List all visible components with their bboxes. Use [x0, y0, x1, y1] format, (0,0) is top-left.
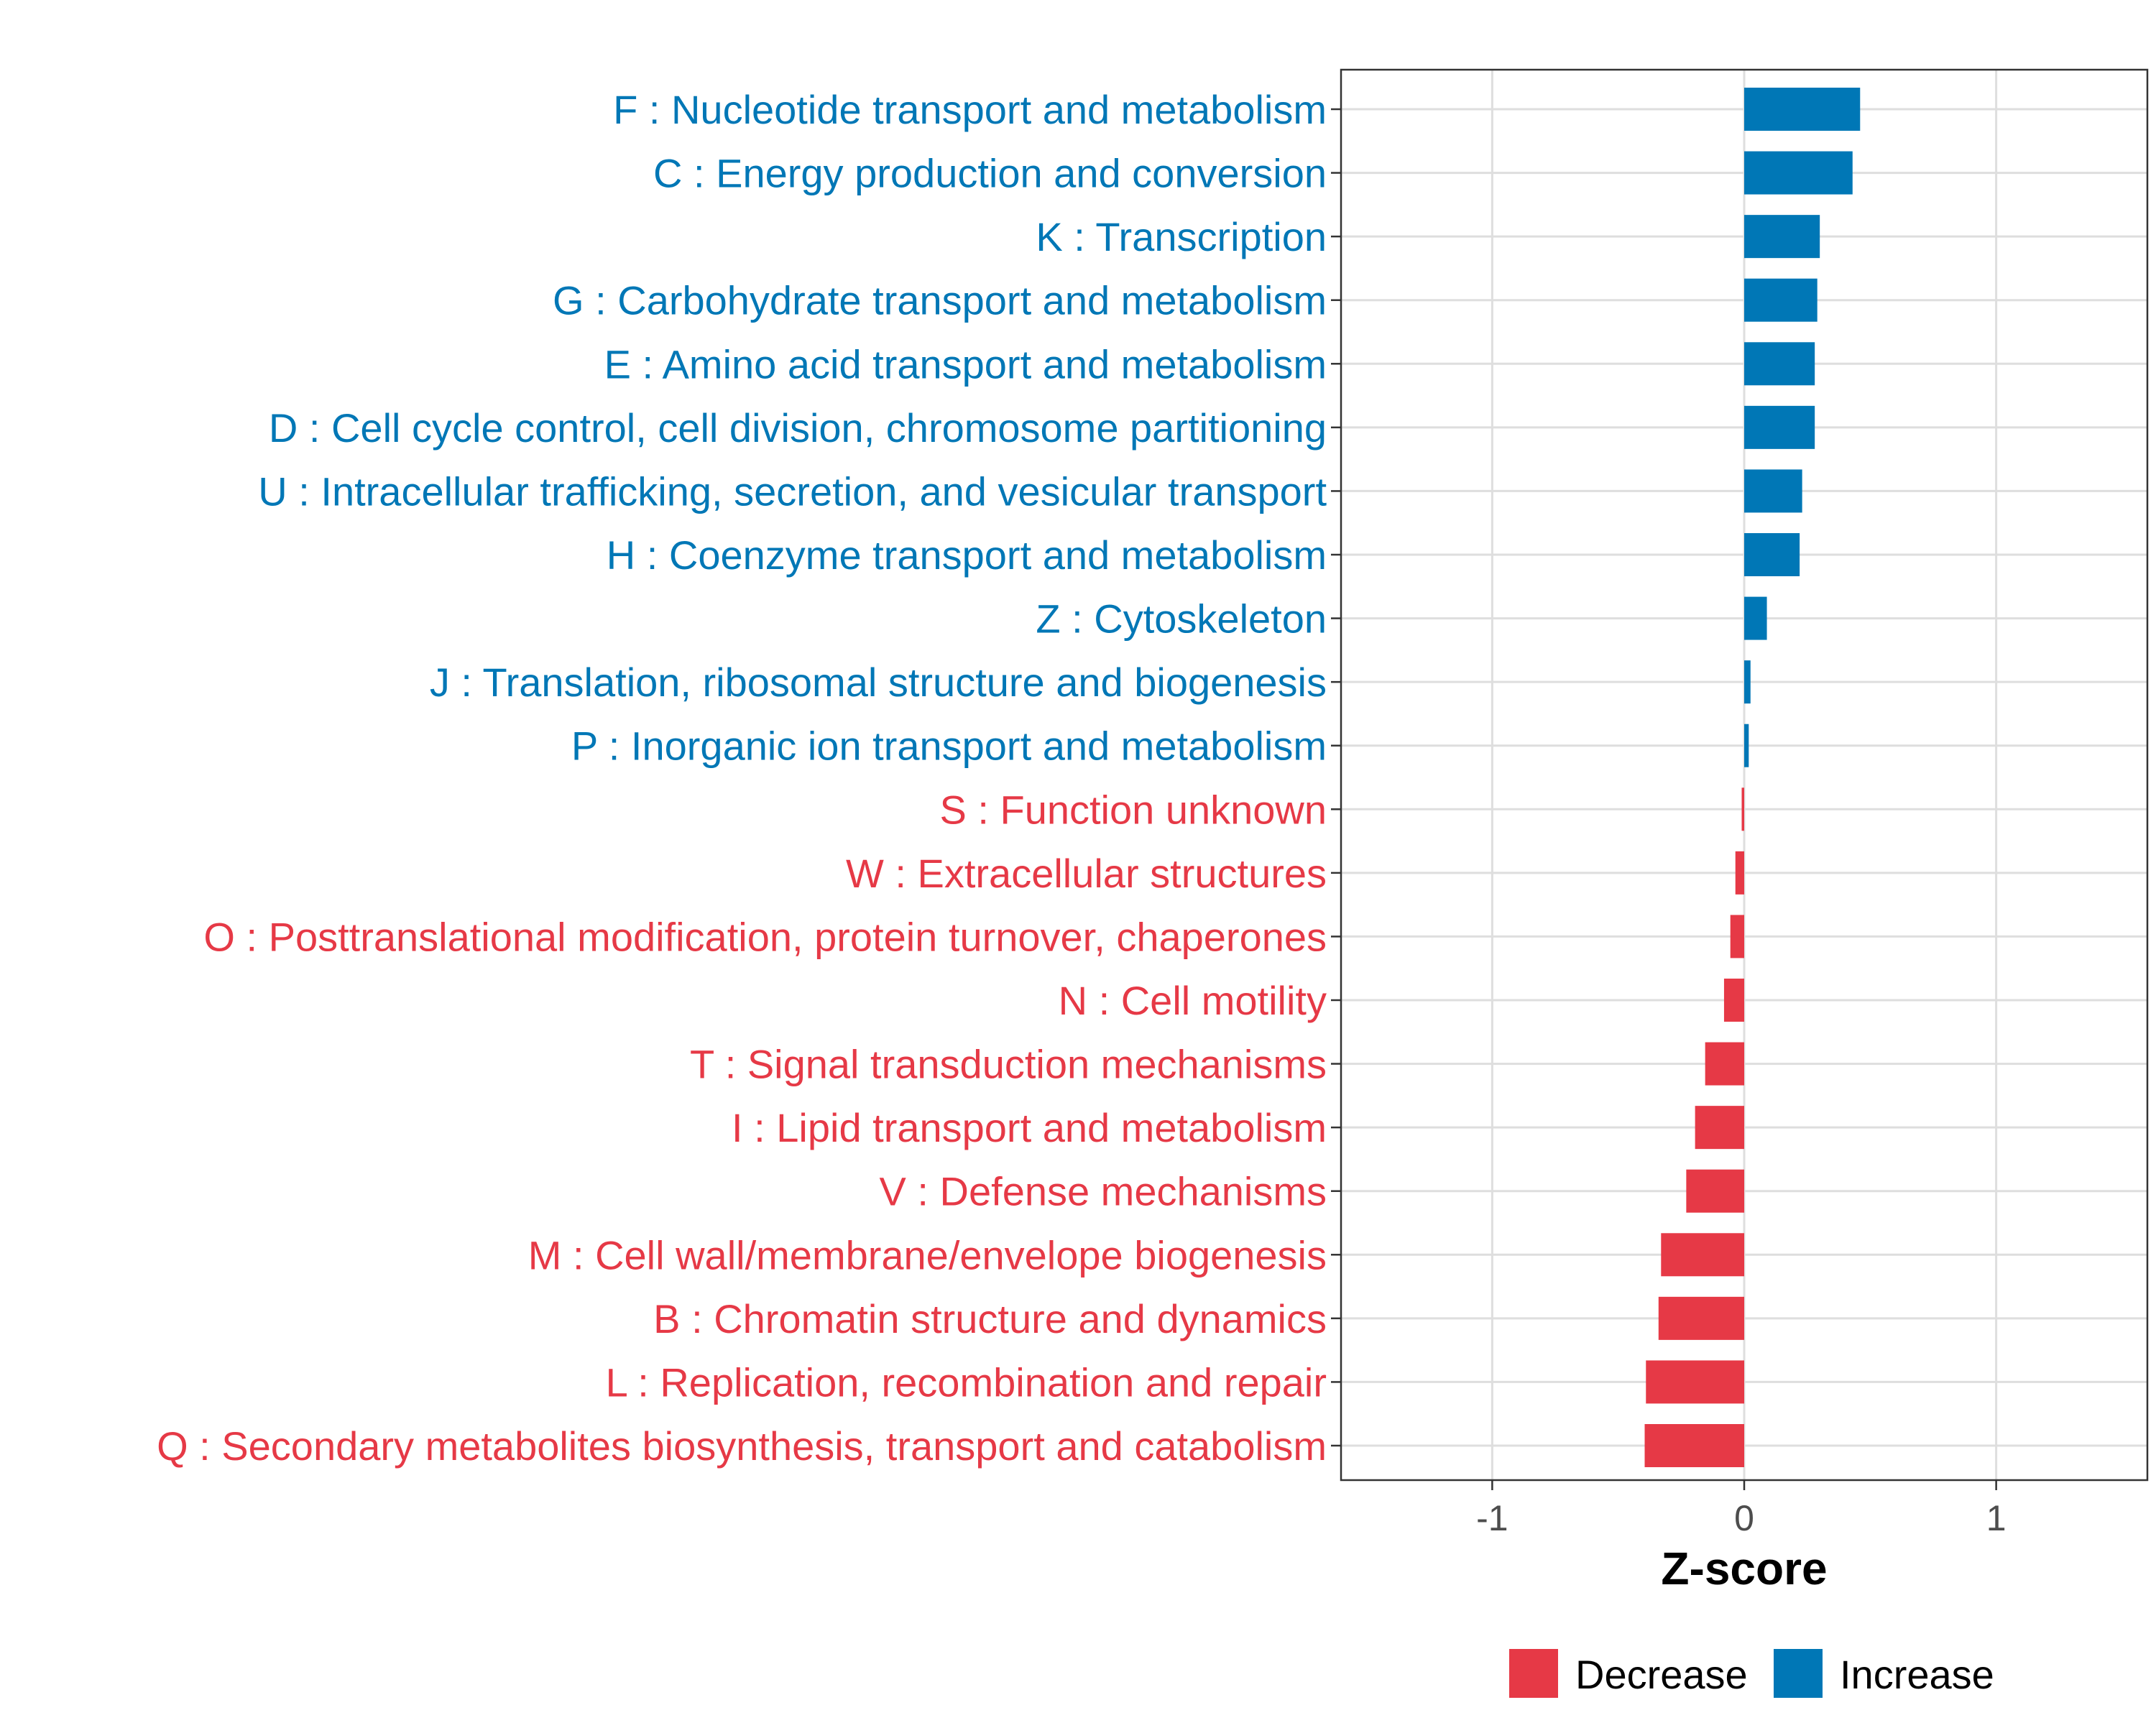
bar-13: [1730, 915, 1744, 958]
category-label-12: W : Extracellular structures: [846, 851, 1327, 896]
category-label-4: E : Amino acid transport and metabolism: [604, 341, 1327, 387]
y-axis-ticks: F : Nucleotide transport and metabolism C…: [157, 87, 1341, 1469]
category-label-8: Z : Cytoskeleton: [1036, 596, 1327, 642]
category-label-18: M : Cell wall/membrane/envelope biogenes…: [528, 1232, 1327, 1277]
legend-swatch-increase: [1774, 1649, 1823, 1698]
bar-18: [1661, 1233, 1744, 1277]
category-label-17: V : Defense mechanisms: [880, 1169, 1327, 1214]
category-label-9: J : Translation, ribosomal structure and…: [430, 660, 1327, 705]
x-tick-label-2: 1: [1986, 1498, 2007, 1538]
bar-4: [1744, 342, 1815, 386]
bar-5: [1744, 405, 1815, 449]
category-label-1: C : Energy production and conversion: [653, 151, 1327, 196]
category-label-7: H : Coenzyme transport and metabolism: [607, 532, 1327, 578]
x-tick-label-1: 0: [1734, 1498, 1754, 1538]
category-label-21: Q : Secondary metabolites biosynthesis, …: [157, 1423, 1327, 1469]
bar-7: [1744, 533, 1800, 576]
category-label-6: U : Intracellular trafficking, secretion…: [258, 468, 1327, 514]
category-label-3: G : Carbohydrate transport and metabolis…: [553, 278, 1327, 323]
bar-14: [1723, 979, 1744, 1022]
x-axis-title: Z-score: [1661, 1543, 1827, 1594]
category-label-14: N : Cell motility: [1059, 978, 1327, 1023]
legend: Decrease Increase: [1509, 1649, 1994, 1698]
bar-6: [1744, 469, 1802, 513]
bar-15: [1705, 1042, 1744, 1086]
bar-16: [1695, 1106, 1744, 1150]
category-label-10: P : Inorganic ion transport and metaboli…: [571, 724, 1327, 769]
category-label-20: L : Replication, recombination and repai…: [606, 1359, 1327, 1405]
bar-19: [1658, 1296, 1744, 1340]
bar-9: [1744, 660, 1751, 704]
bar-layer: [1644, 88, 1861, 1467]
bar-20: [1646, 1360, 1744, 1404]
bar-3: [1744, 278, 1818, 322]
legend-label-increase: Increase: [1840, 1652, 1994, 1697]
bar-11: [1741, 787, 1744, 831]
bar-1: [1744, 151, 1853, 195]
category-label-13: O : Posttranslational modification, prot…: [203, 914, 1327, 959]
category-label-11: S : Function unknown: [939, 787, 1327, 832]
x-tick-label-0: -1: [1476, 1498, 1508, 1538]
category-label-19: B : Chromatin structure and dynamics: [653, 1296, 1327, 1341]
category-label-2: K : Transcription: [1036, 214, 1327, 259]
x-axis-ticks: -1 0 1: [1476, 1480, 2007, 1538]
bar-10: [1744, 724, 1749, 767]
category-label-16: I : Lipid transport and metabolism: [732, 1105, 1327, 1150]
legend-label-decrease: Decrease: [1575, 1652, 1748, 1697]
bar-17: [1686, 1169, 1744, 1213]
category-label-5: D : Cell cycle control, cell division, c…: [269, 405, 1327, 451]
bar-8: [1744, 596, 1767, 640]
category-label-0: F : Nucleotide transport and metabolism: [613, 87, 1327, 132]
category-label-15: T : Signal transduction mechanisms: [690, 1042, 1327, 1087]
bar-0: [1744, 88, 1861, 131]
bar-21: [1644, 1424, 1744, 1467]
bar-2: [1744, 215, 1820, 259]
bar-12: [1735, 851, 1744, 895]
legend-swatch-decrease: [1509, 1649, 1558, 1698]
